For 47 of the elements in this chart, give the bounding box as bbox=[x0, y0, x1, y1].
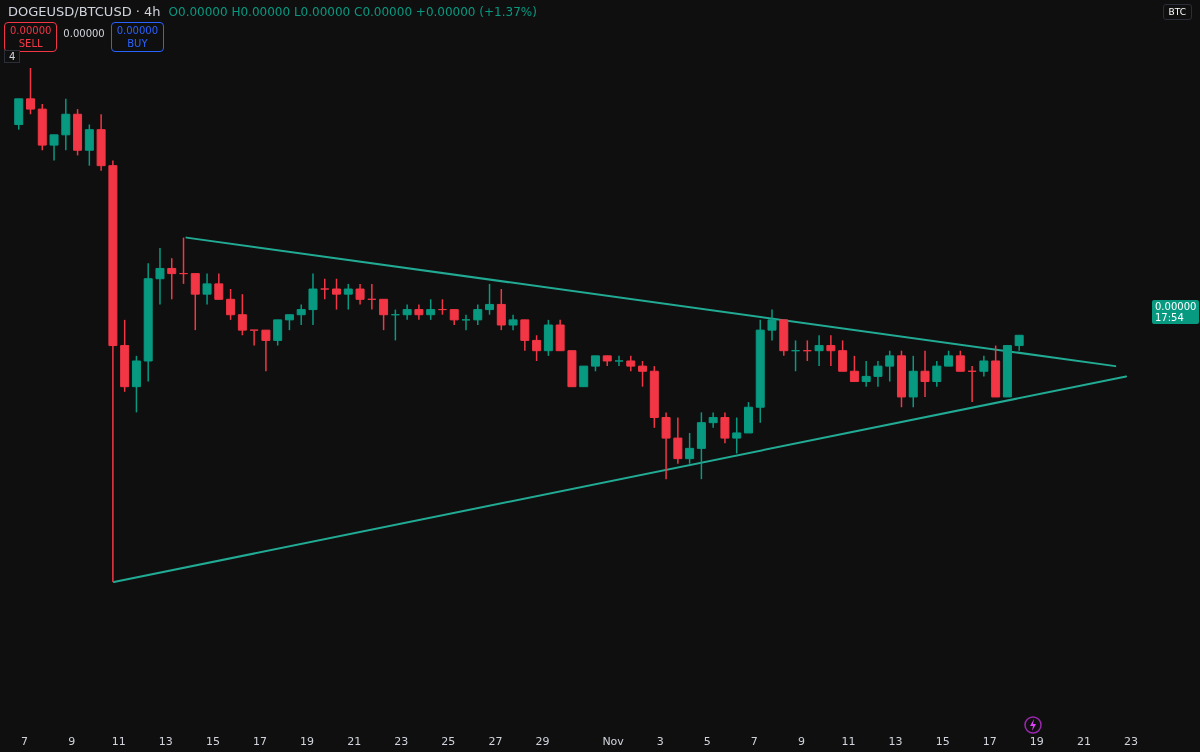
x-tick-label: 17 bbox=[253, 735, 268, 748]
text: 17:54 bbox=[1155, 312, 1185, 323]
x-tick-label: 27 bbox=[488, 735, 503, 748]
candlestick bbox=[814, 335, 824, 367]
x-tick-label: 21 bbox=[1076, 735, 1091, 748]
candlestick bbox=[661, 412, 671, 480]
x-tick-label: 3 bbox=[656, 735, 664, 748]
x-tick-label: 19 bbox=[300, 735, 315, 748]
x-tick-label: 11 bbox=[841, 735, 856, 748]
x-tick-label: 23 bbox=[394, 735, 409, 748]
candlestick bbox=[320, 278, 330, 300]
x-tick-label: 11 bbox=[111, 735, 126, 748]
text: 0.00000 bbox=[10, 24, 52, 37]
x-tick-label: 25 bbox=[441, 735, 456, 748]
chart-title: DOGEUSD/BTCUSD · 4h bbox=[8, 4, 161, 19]
candlestick bbox=[155, 247, 165, 305]
x-tick-label: 9 bbox=[797, 735, 805, 748]
x-tick-label: 23 bbox=[1124, 735, 1138, 748]
candlestick bbox=[249, 329, 259, 346]
x-tick-label: 7 bbox=[750, 735, 758, 748]
x-tick-label: 13 bbox=[158, 735, 173, 748]
text: SELL bbox=[17, 37, 44, 50]
x-tick-label: 17 bbox=[982, 735, 997, 748]
x-tick-label: Nov bbox=[602, 735, 625, 748]
x-tick-label: 13 bbox=[888, 735, 903, 748]
text: 0.00000 bbox=[63, 27, 105, 39]
x-tick-label: 15 bbox=[935, 735, 950, 748]
candlestick bbox=[614, 355, 624, 367]
candlestick bbox=[826, 335, 836, 367]
text: BUY bbox=[126, 37, 149, 50]
x-tick-label: 21 bbox=[347, 735, 362, 748]
x-tick-label: 29 bbox=[535, 735, 550, 748]
x-tick-label: 5 bbox=[703, 735, 711, 748]
text: BTC bbox=[1162, 4, 1192, 20]
text: O0.00000 H0.00000 L0.00000 C0.00000 +0.00000 (+1.37%) bbox=[168, 5, 537, 19]
x-tick-label: 7 bbox=[21, 735, 29, 748]
candlestick bbox=[861, 360, 871, 387]
candlestick bbox=[920, 350, 930, 397]
text: 0.00000 bbox=[1155, 301, 1197, 312]
candlestick bbox=[296, 304, 306, 325]
candlestick bbox=[461, 314, 471, 331]
candlestick bbox=[261, 329, 271, 372]
text: 0.00000 bbox=[116, 24, 159, 37]
x-tick-label: 15 bbox=[205, 735, 220, 748]
text: 4 bbox=[4, 50, 21, 63]
x-tick-label: 19 bbox=[1029, 735, 1044, 748]
x-tick-label: 9 bbox=[68, 735, 76, 748]
